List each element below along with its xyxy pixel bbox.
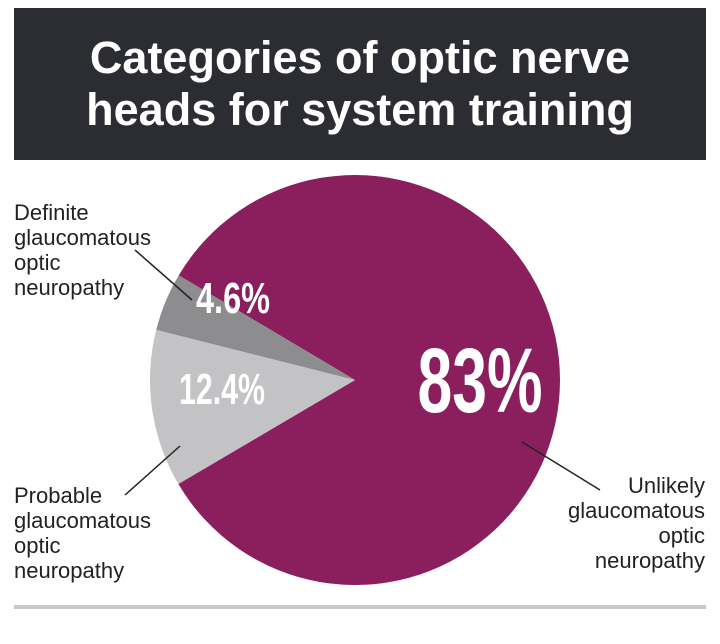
category-label: Probable glaucomatous optic neuropathy [14, 483, 151, 583]
category-label-line: Definite [14, 200, 89, 225]
category-label: Definite glaucomatous optic neuropathy [14, 200, 151, 300]
pie-slice [178, 175, 560, 585]
category-label-line: optic [14, 250, 60, 275]
category-label-line: glaucomatous [568, 498, 705, 523]
category-label: Unlikely glaucomatous optic neuropathy [568, 473, 705, 573]
leader-line [124, 445, 181, 496]
category-label-line: optic [14, 533, 60, 558]
category-label-line: Probable [14, 483, 102, 508]
category-label-line: neuropathy [14, 275, 124, 300]
value-label: 83% [418, 330, 543, 432]
category-label-line: neuropathy [14, 558, 124, 583]
category-label-line: glaucomatous [14, 225, 151, 250]
leader-line [521, 441, 601, 491]
pie-slice [150, 329, 355, 485]
category-label-line: neuropathy [595, 548, 705, 573]
category-label-line: optic [659, 523, 705, 548]
category-label-line: glaucomatous [14, 508, 151, 533]
leader-line [134, 249, 193, 301]
chart-title: Categories of optic nerve heads for syst… [14, 8, 706, 160]
value-label: 12.4% [179, 365, 265, 414]
pie-slice [156, 275, 355, 380]
value-label: 4.6% [196, 274, 270, 323]
category-label-line: Unlikely [628, 473, 705, 498]
